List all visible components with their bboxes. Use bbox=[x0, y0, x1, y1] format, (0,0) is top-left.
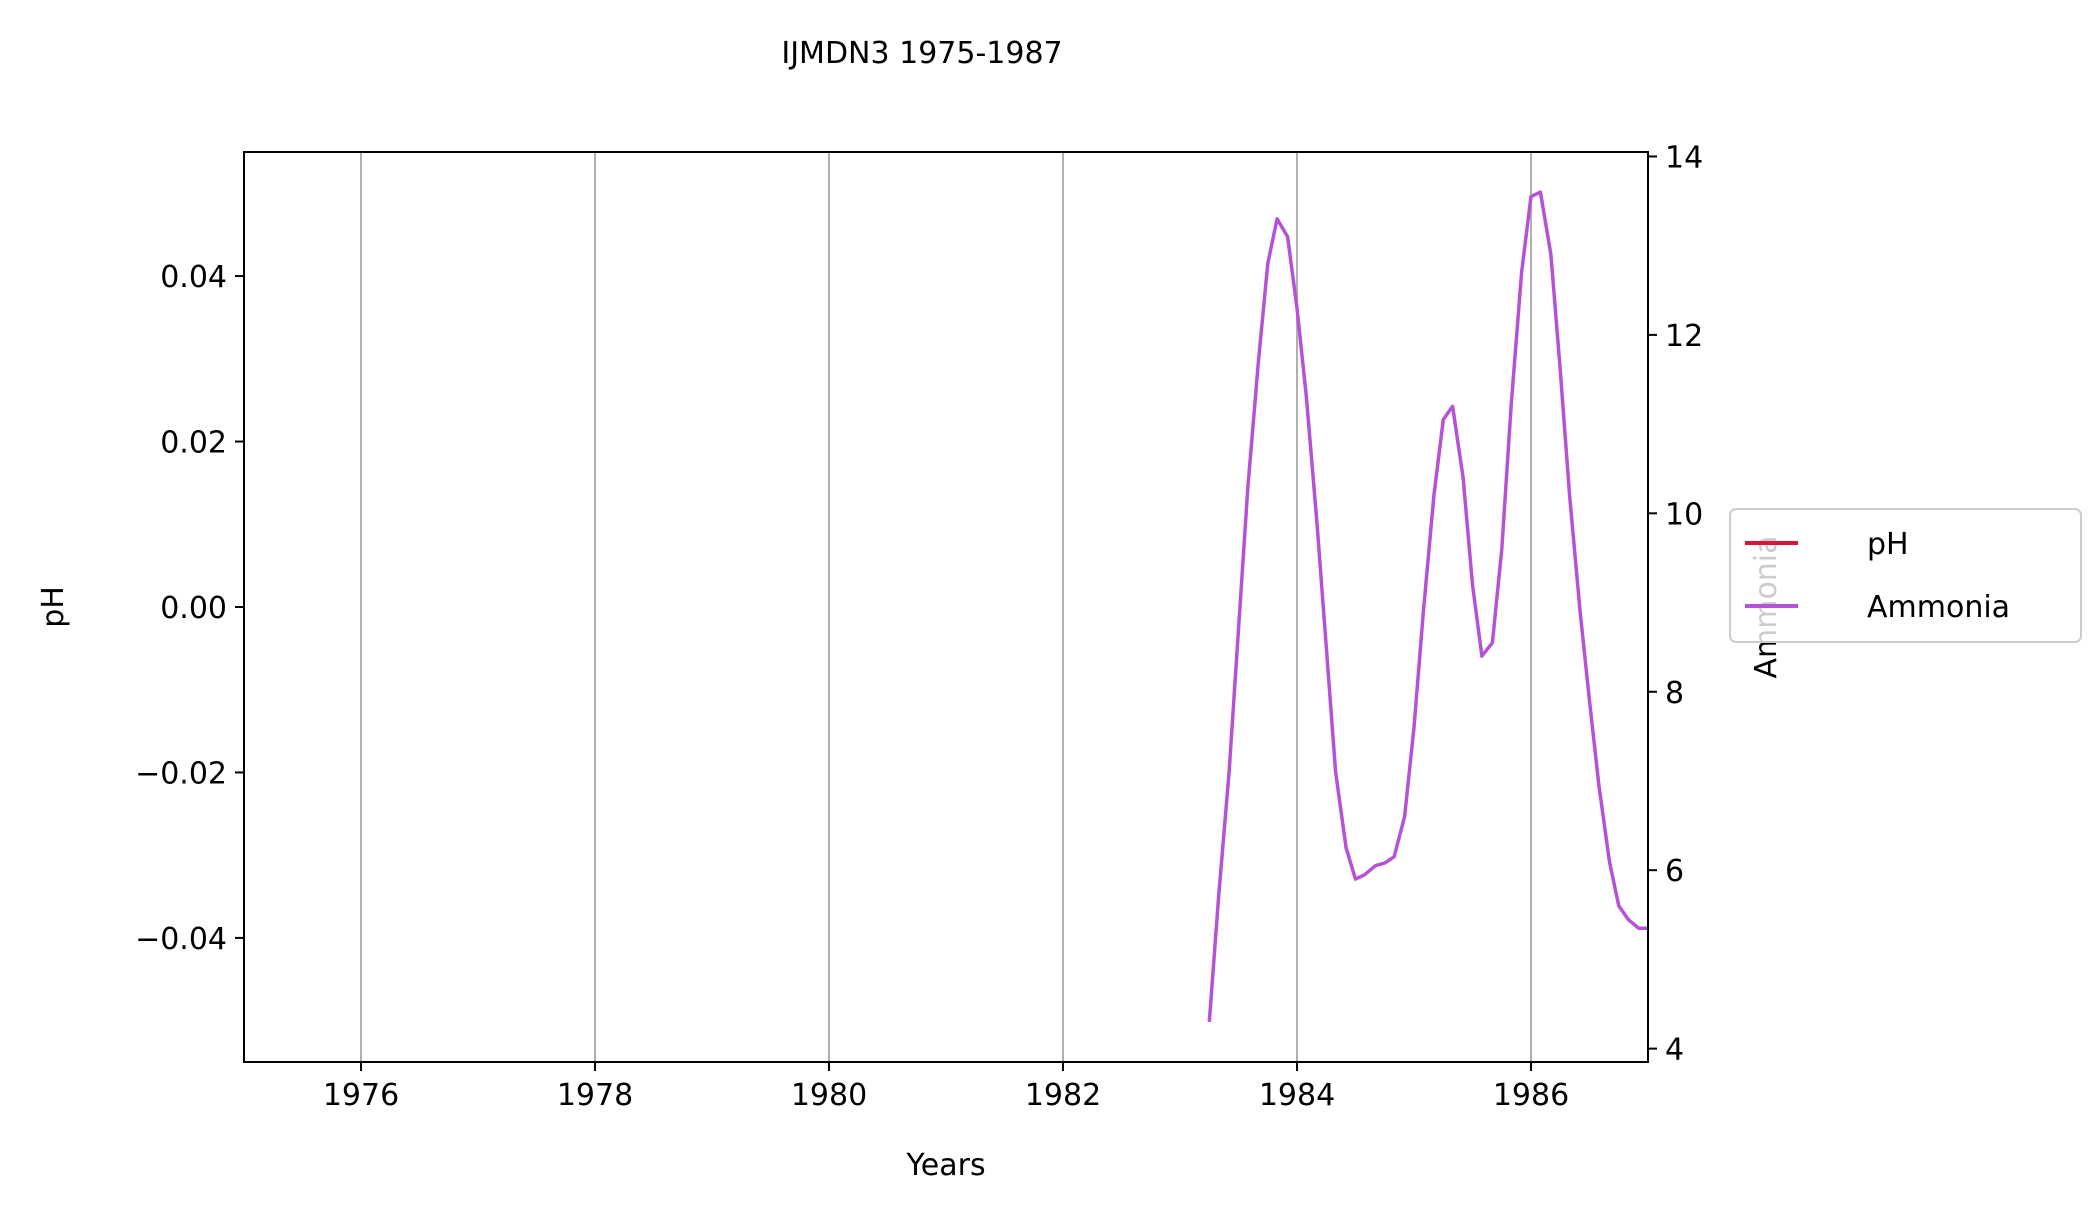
x-tick-label: 1982 bbox=[1025, 1078, 1101, 1113]
legend-label-ph: pH bbox=[1867, 527, 1909, 562]
y2-tick-label: 4 bbox=[1665, 1033, 1684, 1068]
plot-area bbox=[244, 152, 1648, 1062]
series-group bbox=[1207, 190, 1648, 1023]
y-tick-label: 0.04 bbox=[160, 260, 227, 295]
series-line-ammonia bbox=[1207, 190, 1648, 1023]
x-tick-label: 1986 bbox=[1493, 1078, 1569, 1113]
y2-tick-label: 10 bbox=[1665, 497, 1703, 532]
y-tick-label: 0.02 bbox=[160, 426, 227, 461]
x-axis: 1976 1978 1980 1982 1984 1986 bbox=[323, 1062, 1569, 1113]
x-grid bbox=[360, 152, 1532, 1062]
y2-tick-label: 6 bbox=[1665, 854, 1684, 889]
y-axis-left: 0.04 0.02 0.00 −0.02 −0.04 bbox=[135, 260, 244, 957]
y-axis-label: pH bbox=[36, 586, 71, 628]
y2-tick-label: 12 bbox=[1665, 319, 1703, 354]
legend-box bbox=[1729, 508, 2082, 643]
x-tick-label: 1984 bbox=[1259, 1078, 1335, 1113]
x-axis-label: Years bbox=[905, 1148, 985, 1183]
x-tick-label: 1978 bbox=[557, 1078, 633, 1113]
x-tick-label: 1980 bbox=[791, 1078, 867, 1113]
y2-tick-label: 8 bbox=[1665, 676, 1684, 711]
y-tick-label: −0.04 bbox=[135, 922, 227, 957]
chart-title: IJMDN3 1975-1987 bbox=[781, 36, 1062, 71]
y2-tick-label: 14 bbox=[1665, 140, 1703, 175]
legend-label-ammonia: Ammonia bbox=[1867, 590, 2010, 625]
y-tick-label: −0.02 bbox=[135, 756, 227, 791]
y-axis-right: 14 12 10 8 6 4 bbox=[1648, 140, 1703, 1068]
x-tick-label: 1976 bbox=[323, 1078, 399, 1113]
y-tick-label: 0.00 bbox=[160, 591, 227, 626]
legend: pH Ammonia bbox=[1729, 508, 2082, 643]
